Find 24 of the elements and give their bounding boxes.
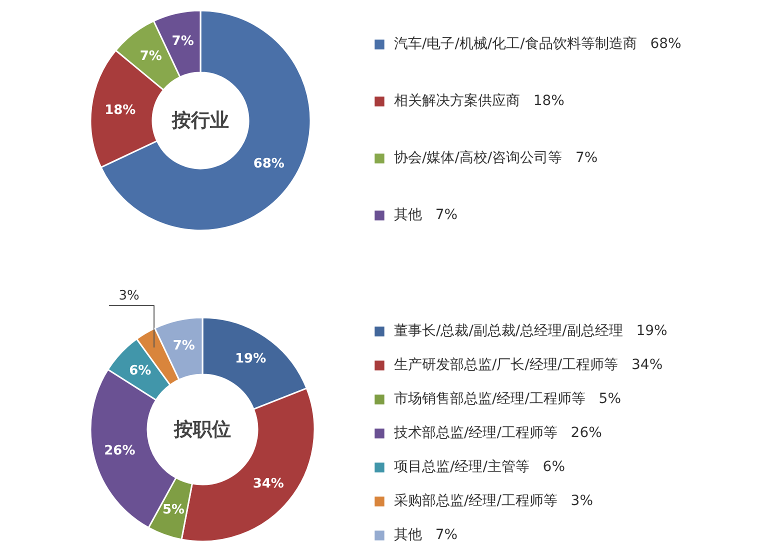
- data-label: 18%: [104, 102, 136, 118]
- data-label: 3%: [118, 288, 140, 304]
- data-label: 26%: [104, 443, 136, 458]
- legend-label: 市场销售部总监/经理/工程师等 5%: [394, 390, 621, 409]
- data-label: 6%: [129, 363, 152, 378]
- data-label: 19%: [235, 351, 266, 366]
- text: 按职位: [173, 418, 231, 440]
- legend-label: 项目总监/经理/主管等 6%: [394, 458, 565, 477]
- legend-label: 汽车/电子/机械/化工/食品饮料等制造商 68%: [394, 35, 682, 54]
- legend-label: 协会/媒体/高校/咨询公司等 7%: [394, 149, 598, 168]
- legend-label: 采购部总监/经理/工程师等 3%: [394, 492, 593, 511]
- data-label: 34%: [252, 476, 284, 492]
- data-label: 7%: [140, 48, 162, 64]
- legend-label: 其他 7%: [394, 526, 458, 545]
- data-label: 7%: [172, 338, 195, 354]
- data-label: 68%: [253, 156, 284, 172]
- slice-label: 董事长/总裁/副总裁/总经理/副总经理 19%: [394, 322, 668, 341]
- slice-label: 生产研发部总监/厂长/经理/工程师等 34%: [394, 356, 663, 375]
- legend-label: 其他 7%: [394, 206, 458, 225]
- text: 按行业: [171, 110, 229, 132]
- data-label: 7%: [172, 34, 194, 49]
- data-label: 5%: [162, 502, 185, 518]
- legend-label: 相关解决方案供应商 18%: [394, 92, 564, 111]
- legend-label: 技术部总监/经理/工程师等 26%: [394, 424, 602, 443]
